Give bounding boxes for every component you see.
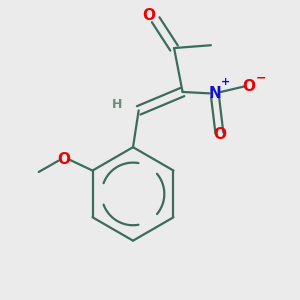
Text: +: + [221, 77, 230, 87]
Text: O: O [58, 152, 71, 167]
Text: N: N [209, 86, 221, 101]
Text: O: O [142, 8, 155, 23]
Text: O: O [213, 127, 226, 142]
Text: H: H [112, 98, 123, 111]
Text: −: − [255, 71, 266, 84]
Text: O: O [243, 79, 256, 94]
